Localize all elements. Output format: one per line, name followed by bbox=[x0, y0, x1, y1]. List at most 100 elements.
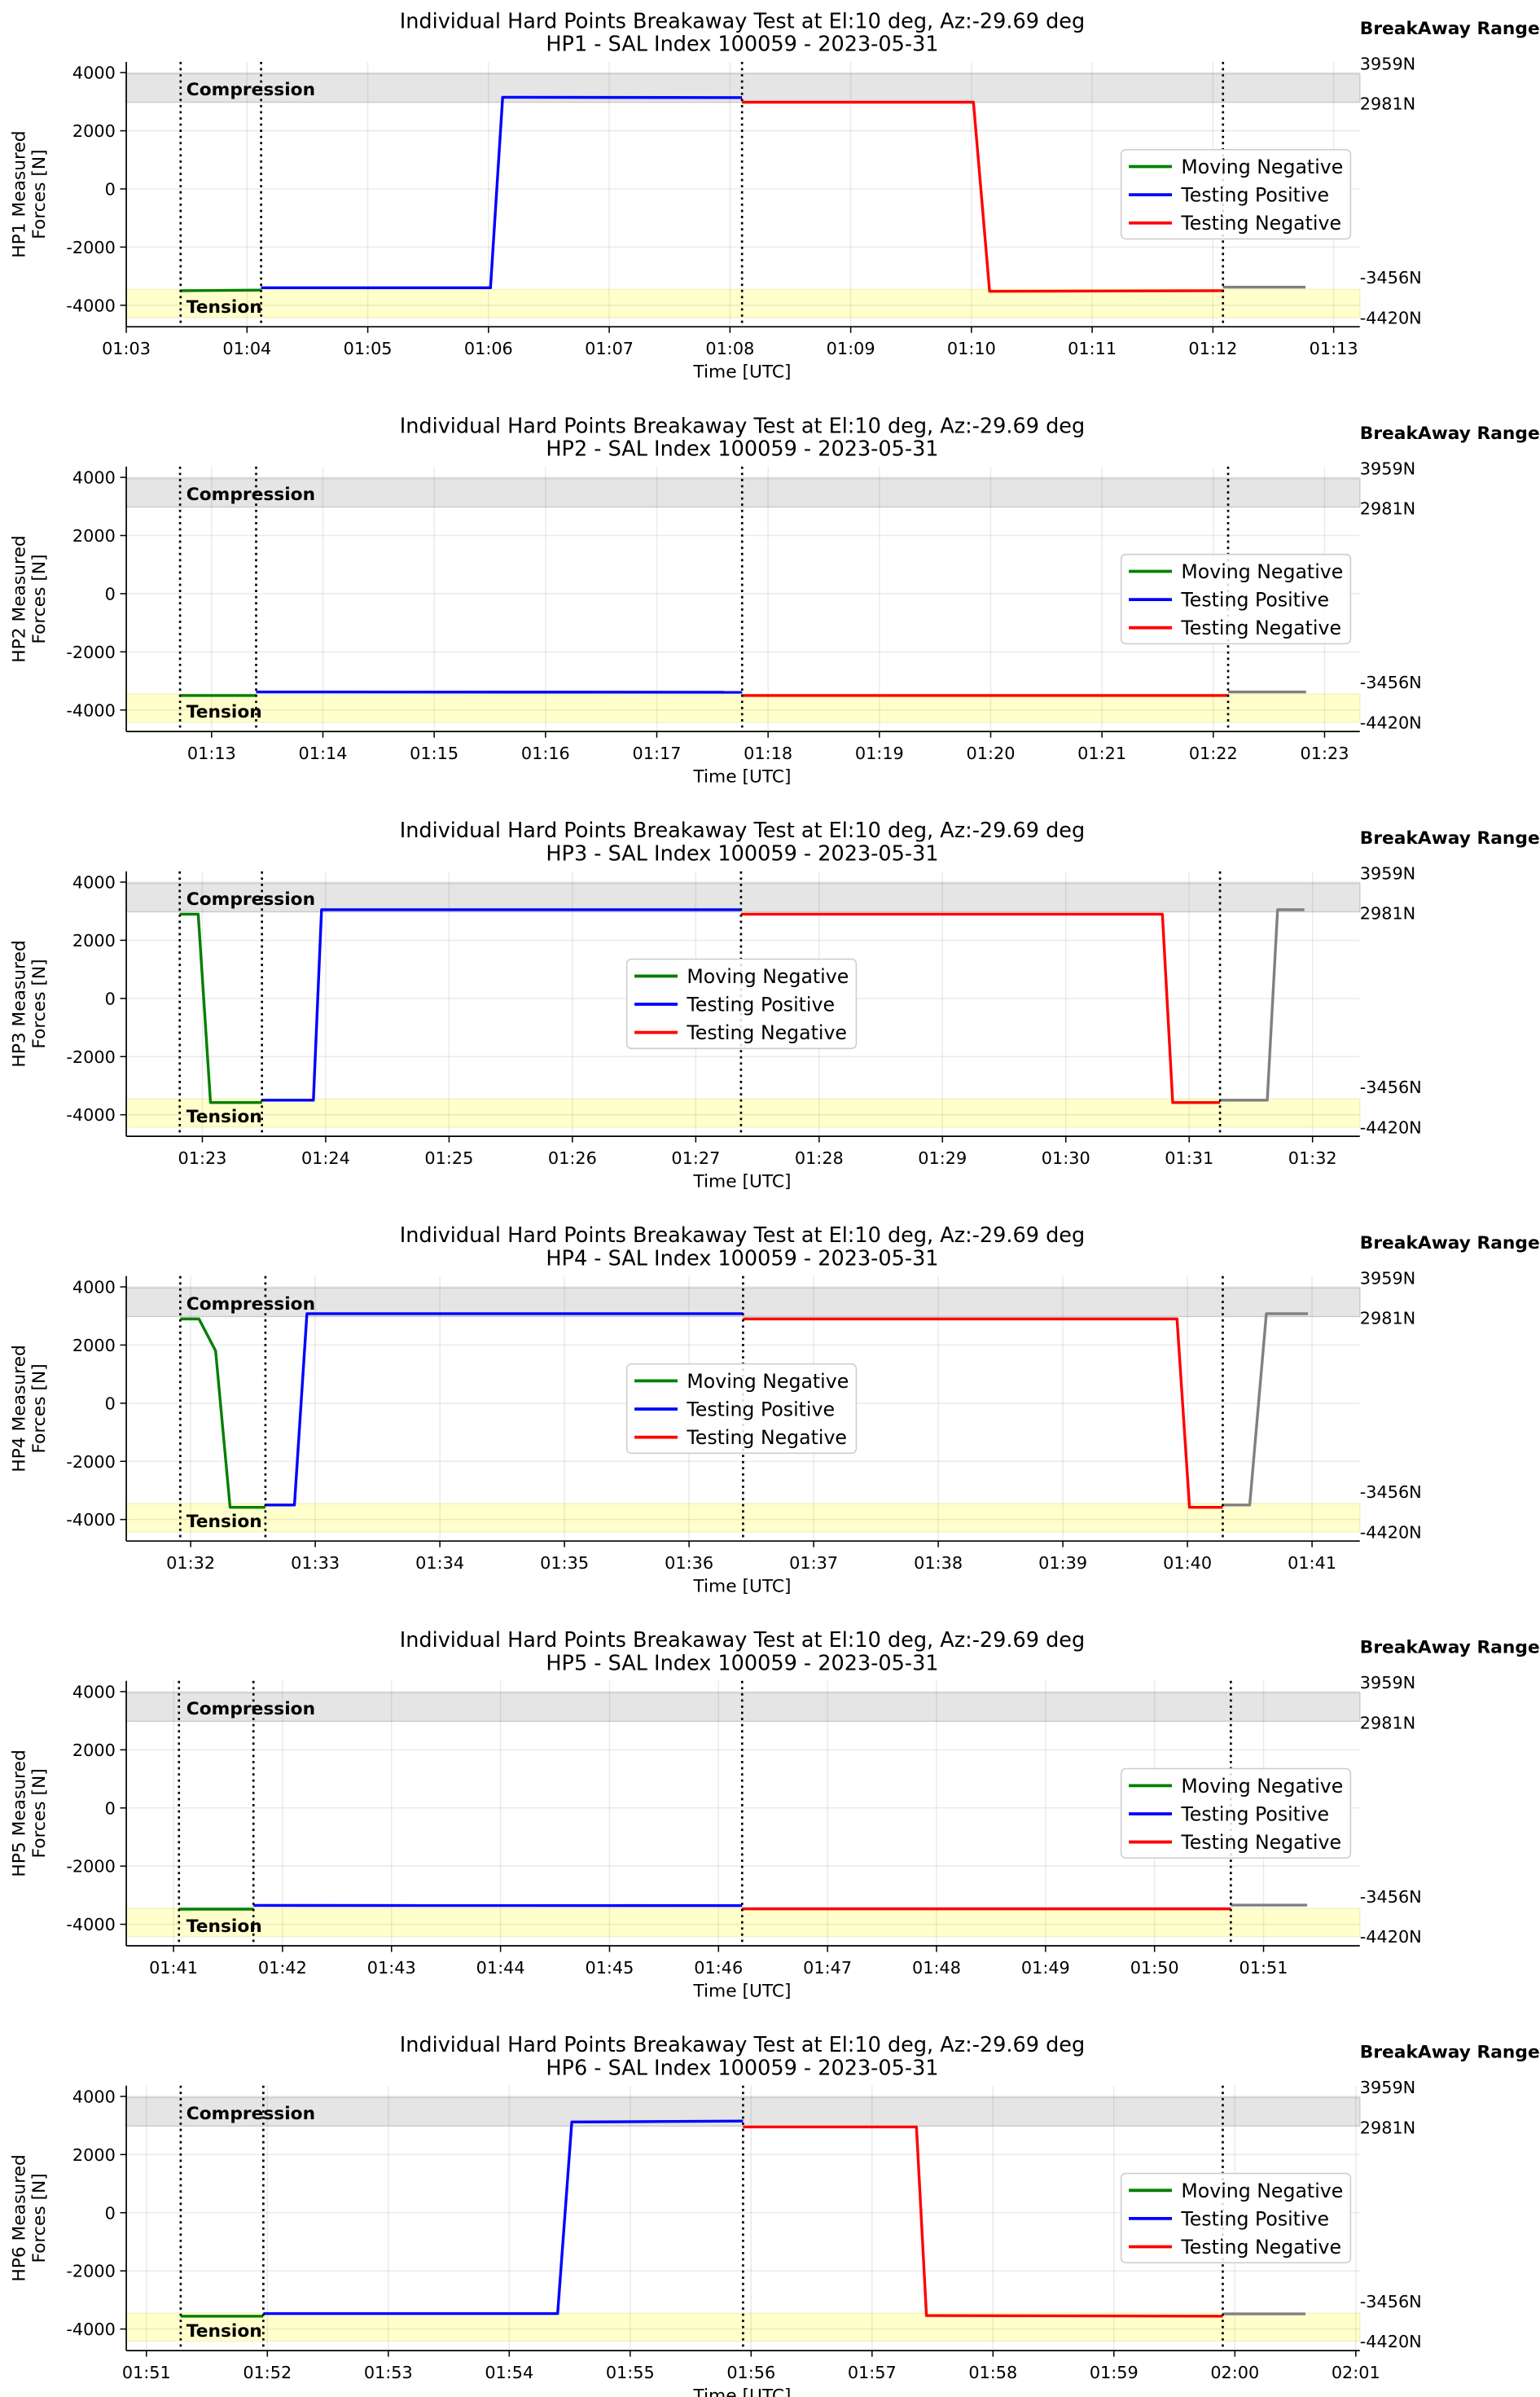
series-moving-negative bbox=[180, 1317, 265, 1509]
x-tick-label: 01:22 bbox=[1189, 744, 1238, 763]
x-tick-label: 01:17 bbox=[633, 744, 682, 763]
y-tick-label: -2000 bbox=[66, 1047, 115, 1067]
x-tick-label: 01:07 bbox=[585, 339, 634, 358]
tension-label: Tension bbox=[186, 2321, 262, 2342]
panel-hp5: 4000 2000 0 -2000 -4000 01:41 01:42 01:43 01:44 0… bbox=[9, 1628, 1540, 2001]
series-testing-positive bbox=[261, 95, 743, 290]
series-testing-negative bbox=[743, 2125, 1223, 2318]
chart-title: Individual Hard Points Breakaway Test at… bbox=[400, 9, 1085, 33]
range-value-label: 2981N bbox=[1360, 903, 1415, 923]
x-tick-label: 01:51 bbox=[1239, 1958, 1288, 1978]
range-value-label: -3456N bbox=[1360, 2292, 1422, 2311]
x-tick-label: 02:01 bbox=[1332, 2363, 1380, 2382]
legend-label: Moving Negative bbox=[1181, 2180, 1343, 2202]
breakaway-range-label: BreakAway Range: bbox=[1360, 828, 1540, 849]
y-tick-label: 4000 bbox=[72, 1683, 116, 1702]
breakaway-range-label: BreakAway Range: bbox=[1360, 1233, 1540, 1253]
range-value-label: 2981N bbox=[1360, 2118, 1415, 2137]
range-value-label: -3456N bbox=[1360, 1078, 1422, 1097]
legend: Moving Negative Testing Positive Testing N… bbox=[1120, 1767, 1352, 1859]
y-axis-label: HP6 Measured bbox=[9, 2154, 29, 2281]
x-tick-label: 01:32 bbox=[1288, 1148, 1337, 1168]
y-tick-label: 0 bbox=[105, 989, 116, 1008]
x-tick-label: 01:48 bbox=[912, 1958, 961, 1978]
x-tick-label: 01:41 bbox=[149, 1958, 198, 1978]
x-tick-label: 01:24 bbox=[301, 1148, 350, 1168]
legend-box bbox=[625, 1363, 858, 1455]
y-axis-label: HP5 Measured bbox=[9, 1749, 29, 1877]
y-axis-label: Forces [N] bbox=[29, 1768, 50, 1858]
compression-label: Compression bbox=[186, 2104, 315, 2124]
y-tick-label: 2000 bbox=[72, 1741, 116, 1760]
x-tick-label: 01:05 bbox=[344, 339, 393, 358]
legend: Moving Negative Testing Positive Testing N… bbox=[1120, 148, 1352, 240]
chart-subtitle: HP6 - SAL Index 100059 - 2023-05-31 bbox=[546, 2056, 938, 2080]
compression-label: Compression bbox=[186, 80, 315, 100]
legend-label: Testing Negative bbox=[686, 1426, 847, 1449]
x-tick-label: 01:44 bbox=[476, 1958, 525, 1978]
tension-label: Tension bbox=[186, 1107, 262, 1127]
chart-subtitle: HP2 - SAL Index 100059 - 2023-05-31 bbox=[546, 437, 938, 462]
x-tick-label: 01:26 bbox=[548, 1148, 597, 1168]
chart-title: Individual Hard Points Breakaway Test at… bbox=[400, 1223, 1085, 1248]
x-tick-label: 01:53 bbox=[364, 2363, 413, 2382]
x-tick-label: 01:23 bbox=[178, 1148, 226, 1168]
x-tick-label: 01:25 bbox=[424, 1148, 473, 1168]
compression-label: Compression bbox=[186, 1294, 315, 1315]
legend-box bbox=[1120, 1767, 1352, 1859]
legend: Moving Negative Testing Positive Testing N… bbox=[1120, 553, 1352, 645]
x-tick-label: 01:03 bbox=[102, 339, 151, 358]
x-tick-label: 01:52 bbox=[243, 2363, 292, 2382]
x-tick-label: 01:16 bbox=[521, 744, 570, 763]
y-tick-label: -2000 bbox=[66, 1452, 115, 1472]
compression-label: Compression bbox=[186, 889, 315, 910]
range-value-label: -4420N bbox=[1360, 308, 1422, 327]
series-testing-positive bbox=[265, 1312, 744, 1507]
chart-title: Individual Hard Points Breakaway Test at… bbox=[400, 2033, 1085, 2057]
legend-label: Testing Positive bbox=[1180, 2207, 1329, 2230]
x-tick-label: 01:21 bbox=[1077, 744, 1126, 763]
y-tick-label: 0 bbox=[105, 584, 116, 604]
legend: Moving Negative Testing Positive Testing N… bbox=[625, 958, 858, 1050]
series-moving-negative bbox=[180, 288, 261, 292]
chart-subtitle: HP4 - SAL Index 100059 - 2023-05-31 bbox=[546, 1247, 938, 1271]
x-tick-label: 01:40 bbox=[1163, 1553, 1212, 1573]
x-tick-label: 01:13 bbox=[187, 744, 236, 763]
y-axis-label: HP3 Measured bbox=[9, 940, 29, 1067]
y-tick-label: 4000 bbox=[72, 873, 116, 893]
series-moving-negative bbox=[179, 912, 262, 1104]
range-value-label: 3959N bbox=[1360, 54, 1415, 73]
x-tick-label: 01:41 bbox=[1288, 1553, 1336, 1573]
range-value-label: -3456N bbox=[1360, 1482, 1422, 1502]
range-value-label: 3959N bbox=[1360, 459, 1415, 478]
y-tick-label: -4000 bbox=[66, 2320, 115, 2339]
y-tick-label: 2000 bbox=[72, 526, 116, 546]
x-tick-label: 01:15 bbox=[410, 744, 458, 763]
legend-box bbox=[1120, 2172, 1352, 2263]
y-tick-label: 2000 bbox=[72, 2145, 116, 2165]
series-testing-negative bbox=[743, 1317, 1223, 1509]
legend-box bbox=[1120, 553, 1352, 645]
y-tick-label: 4000 bbox=[72, 2087, 116, 2106]
x-tick-label: 01:11 bbox=[1068, 339, 1117, 358]
tension-label: Tension bbox=[186, 297, 262, 318]
x-tick-label: 01:50 bbox=[1130, 1958, 1179, 1978]
x-tick-label: 01:32 bbox=[166, 1553, 215, 1573]
legend-box bbox=[1120, 148, 1352, 240]
x-tick-label: 01:34 bbox=[415, 1553, 464, 1573]
range-value-label: -4420N bbox=[1360, 1927, 1422, 1947]
breakaway-range-label: BreakAway Range: bbox=[1360, 1638, 1540, 1658]
y-axis-label: Forces [N] bbox=[29, 1363, 50, 1453]
chart-title: Individual Hard Points Breakaway Test at… bbox=[400, 414, 1085, 438]
series-testing-positive bbox=[263, 2119, 744, 2316]
chart-subtitle: HP5 - SAL Index 100059 - 2023-05-31 bbox=[546, 1652, 938, 1676]
y-tick-label: -4000 bbox=[66, 1510, 115, 1530]
series-testing-negative bbox=[742, 100, 1223, 293]
range-value-label: -3456N bbox=[1360, 1887, 1422, 1907]
y-tick-label: -2000 bbox=[66, 238, 115, 257]
legend: Moving Negative Testing Positive Testing N… bbox=[1120, 2172, 1352, 2263]
legend-label: Testing Positive bbox=[1180, 1802, 1329, 1825]
y-axis-label: Forces [N] bbox=[29, 554, 50, 643]
x-tick-label: 01:06 bbox=[464, 339, 513, 358]
